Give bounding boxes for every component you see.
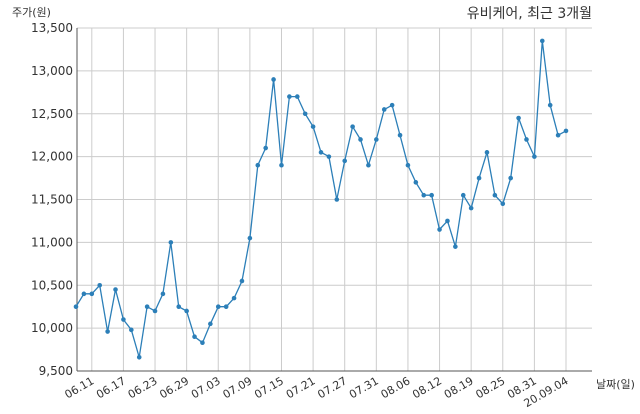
data-point — [294, 94, 300, 99]
data-point — [263, 145, 268, 151]
x-tick-label: 06.11 — [63, 374, 97, 401]
data-point — [381, 107, 387, 112]
data-point — [144, 304, 150, 309]
data-point — [500, 201, 506, 207]
data-point — [468, 205, 474, 211]
data-point — [460, 192, 466, 198]
data-point — [437, 227, 442, 232]
data-point — [231, 295, 237, 301]
data-point — [547, 102, 553, 108]
data-point — [421, 192, 427, 198]
data-point — [279, 162, 284, 168]
data-point — [445, 218, 450, 224]
data-point — [105, 329, 110, 334]
data-point — [429, 192, 434, 198]
data-point — [389, 102, 395, 108]
data-point — [310, 124, 316, 129]
data-point — [121, 317, 126, 322]
data-point — [287, 94, 292, 99]
x-tick-label: 06.17 — [94, 374, 128, 401]
data-point — [129, 327, 134, 333]
data-point — [239, 278, 245, 284]
x-axis-label: 날짜(일) — [596, 377, 635, 391]
y-tick-label: 9,500 — [39, 364, 73, 378]
x-tick-label: 07.15 — [252, 374, 286, 401]
y-tick-label: 13,000 — [31, 64, 73, 78]
data-point — [413, 180, 419, 185]
data-point — [516, 115, 521, 121]
data-point — [200, 340, 205, 346]
x-tick-label: 07.21 — [284, 374, 318, 401]
x-tick-label: 08.19 — [442, 374, 476, 401]
x-axis: 06.1106.1706.2306.2907.0307.0907.1507.21… — [63, 370, 592, 410]
data-point — [342, 158, 348, 164]
x-tick-label: 07.03 — [189, 374, 223, 401]
data-point — [247, 235, 253, 241]
data-point — [318, 150, 324, 155]
price-series — [73, 38, 569, 360]
data-point — [208, 321, 213, 327]
data-point — [73, 304, 79, 309]
data-point — [508, 175, 513, 181]
x-tick-label: 08.25 — [473, 374, 507, 401]
data-point — [89, 291, 95, 297]
x-tick-label: 07.27 — [315, 374, 349, 401]
y-tick-label: 10,500 — [31, 278, 73, 292]
data-point — [453, 244, 458, 249]
data-point — [271, 77, 276, 82]
data-point — [192, 334, 197, 340]
data-point — [476, 175, 482, 181]
y-tick-label: 13,500 — [31, 21, 73, 35]
data-point — [160, 291, 166, 297]
data-point — [484, 150, 490, 155]
x-tick-label: 07.09 — [221, 374, 255, 401]
data-point — [176, 304, 182, 309]
data-point — [302, 111, 308, 117]
x-tick-label: 06.23 — [126, 374, 160, 401]
data-point — [81, 291, 87, 297]
grid-lines — [77, 27, 592, 372]
data-point — [255, 162, 261, 168]
x-tick-label: 06.29 — [157, 374, 191, 401]
data-point — [563, 128, 569, 134]
data-point — [532, 154, 537, 159]
data-point — [97, 282, 103, 288]
y-axis-label: 주가(원) — [12, 6, 51, 19]
y-axis: 9,500 10,000 10,500 11,000 11,500 12,000 12,50… — [31, 21, 78, 378]
data-point — [334, 197, 340, 202]
y-tick-label: 11,000 — [31, 235, 73, 249]
y-tick-label: 10,000 — [31, 321, 73, 335]
data-point — [539, 38, 545, 44]
data-point — [168, 240, 174, 245]
data-point — [366, 162, 371, 168]
data-point — [136, 354, 142, 360]
x-tick-label: 07.31 — [347, 374, 381, 401]
data-point — [492, 192, 498, 198]
x-tick-label: 08.06 — [379, 374, 413, 401]
x-tick-label: 08.12 — [410, 374, 444, 401]
data-point — [223, 304, 229, 309]
data-point — [374, 137, 379, 142]
chart-title: 유비케어, 최근 3개월 — [467, 6, 592, 22]
y-tick-label: 11,500 — [31, 193, 73, 207]
data-point — [215, 304, 221, 309]
y-tick-label: 12,000 — [31, 150, 73, 164]
data-point — [555, 132, 561, 138]
y-tick-label: 12,500 — [31, 107, 73, 121]
data-point — [152, 308, 158, 314]
data-point — [397, 132, 403, 138]
data-point — [524, 137, 529, 142]
data-point — [184, 308, 189, 314]
data-point — [405, 162, 411, 168]
data-point — [358, 137, 363, 142]
data-point — [326, 154, 332, 159]
data-point — [113, 287, 118, 292]
data-point — [350, 124, 355, 129]
